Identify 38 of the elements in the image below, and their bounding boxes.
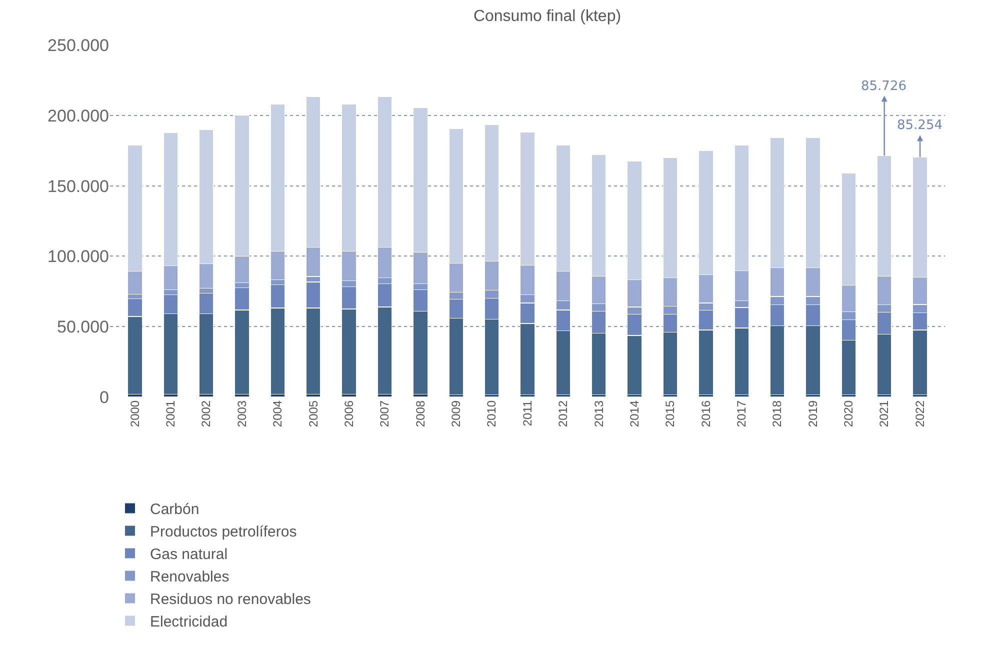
x-tick-label: 2007 (378, 400, 392, 428)
x-tick-label: 2015 (663, 400, 678, 428)
x-tick-label: 2011 (520, 400, 534, 426)
x-tick-label: 2017 (734, 400, 748, 428)
legend-label: Residuos no renovables (150, 591, 311, 608)
legend-label: Productos petrolíferos (150, 524, 297, 541)
x-tick-label: 2016 (698, 400, 713, 428)
x-tick-label: 2013 (592, 400, 606, 428)
y-tick-label: 0 (100, 388, 109, 407)
annotation: 85.254 (897, 118, 942, 133)
x-tick-label: 2020 (842, 400, 856, 428)
x-tick-label: 2012 (556, 400, 570, 428)
x-tick-label: 2019 (806, 400, 820, 428)
y-tick-label: 100.000 (48, 247, 109, 266)
x-tick-label: 2021 (877, 400, 892, 428)
x-tick-label: 2009 (449, 400, 464, 428)
y-tick-label: 50.000 (57, 318, 109, 337)
legend-label: Gas natural (150, 546, 228, 564)
y-tick-label: 150.000 (48, 176, 109, 196)
x-tick-label: 2003 (234, 400, 249, 428)
x-tick-label: 2018 (770, 400, 784, 428)
x-tick-label: 2000 (128, 400, 142, 428)
y-tick-label: 200.000 (48, 106, 109, 126)
annotation: 85.726 (861, 79, 906, 94)
chart-title: Consumo final (ktep) (473, 8, 622, 26)
x-tick-label: 2022 (912, 400, 927, 428)
x-tick-label: 2002 (199, 400, 214, 428)
x-tick-label: 2005 (306, 400, 320, 428)
x-tick-label: 2001 (164, 400, 178, 428)
x-tick-label: 2006 (342, 400, 356, 428)
y-tick-label: 250.000 (48, 36, 109, 55)
x-tick-label: 2008 (413, 400, 428, 428)
legend-label: Electricidad (150, 614, 228, 631)
x-tick-label: 2014 (627, 400, 642, 428)
legend-label: Carbón (150, 501, 200, 518)
legend-label: Renovables (150, 568, 230, 586)
x-tick-label: 2004 (270, 400, 285, 428)
x-tick-label: 2010 (484, 400, 499, 428)
